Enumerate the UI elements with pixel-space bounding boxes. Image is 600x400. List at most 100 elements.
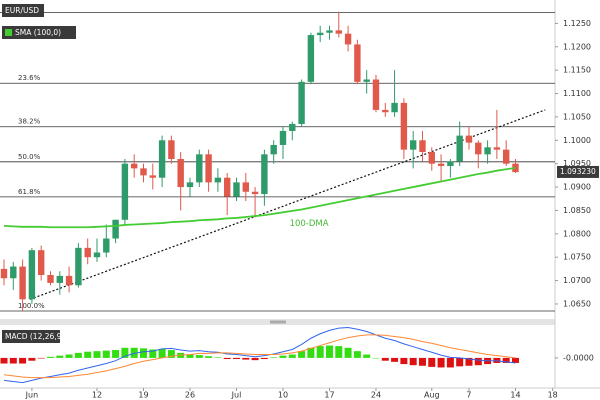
sma-line: [3, 166, 516, 229]
candle-body: [447, 161, 454, 167]
candle-body: [168, 140, 175, 159]
candle-body: [363, 79, 370, 82]
histogram-bar: [260, 357, 268, 360]
histogram-bar: [409, 357, 417, 366]
candle-body: [93, 252, 101, 258]
histogram-bar: [363, 354, 371, 358]
histogram-bar: [446, 357, 454, 368]
last-price-label: 1.093230: [560, 167, 596, 176]
histogram-bar: [19, 357, 27, 364]
x-tick-label: Aug: [424, 391, 440, 400]
x-tick-label: 19: [138, 391, 148, 400]
y-tick-label: 1.1250: [563, 19, 591, 28]
candle-body: [158, 140, 166, 178]
y-tick-label: 1.1100: [563, 89, 591, 98]
candle-body: [335, 30, 342, 34]
candle-body: [56, 275, 63, 283]
y-tick-label: 1.1050: [563, 112, 591, 121]
histogram-bar: [316, 346, 324, 358]
candle-body: [0, 268, 8, 279]
histogram-bar: [214, 357, 222, 358]
candle-body: [344, 33, 352, 45]
histogram-bar: [121, 347, 129, 358]
candle-body: [400, 102, 408, 150]
histogram-bar: [325, 345, 333, 358]
macd-line: [3, 334, 516, 379]
histogram-bar: [167, 350, 175, 358]
candle-body: [391, 102, 398, 113]
histogram-bar: [372, 357, 380, 359]
annotation: 100-DMA: [290, 219, 329, 229]
histogram-bar: [465, 357, 473, 366]
x-tick-label: 12: [92, 391, 102, 400]
y-tick-label: 1.0900: [563, 183, 591, 192]
legend-swatch: [5, 29, 12, 36]
histogram-bar: [139, 348, 147, 358]
y-tick-label: 1.1200: [563, 42, 591, 51]
histogram-bar: [288, 354, 296, 358]
histogram-bar: [418, 357, 426, 366]
histogram-bar: [46, 356, 54, 358]
histogram-bar: [232, 357, 240, 360]
candle-body: [205, 154, 212, 183]
candle-body: [84, 247, 91, 258]
histogram-bar: [344, 347, 352, 358]
x-tick-label: Jul: [231, 391, 242, 400]
last-price-box: [557, 165, 599, 178]
candle-body: [214, 177, 222, 183]
histogram-bar: [84, 351, 92, 358]
histogram-bar: [74, 352, 82, 358]
fib-label: 38.2%: [18, 118, 41, 126]
candle-body: [289, 123, 296, 131]
candle-body: [326, 30, 333, 33]
candle-body: [372, 79, 380, 110]
candle-body: [186, 182, 194, 188]
y-tick-label: 1.0650: [563, 299, 591, 308]
candle-body: [465, 135, 473, 143]
candle-body: [37, 250, 45, 275]
legend-label: SMA (100,0): [15, 28, 61, 37]
candle-body: [10, 266, 17, 279]
histogram-bar: [437, 357, 445, 368]
histogram-bar: [474, 357, 482, 366]
fib-label: 50.0%: [18, 153, 41, 161]
candle-body: [428, 151, 435, 164]
candle-body: [456, 135, 463, 162]
candle-body: [261, 154, 268, 195]
histogram-bar: [391, 357, 399, 362]
candle-body: [47, 274, 54, 283]
histogram-bar: [251, 357, 259, 361]
pane-handle[interactable]: [270, 320, 286, 324]
candle-body: [298, 81, 305, 124]
candle-body: [409, 140, 417, 150]
candle-body: [75, 247, 82, 286]
candle-body: [502, 149, 510, 164]
histogram-bar: [353, 351, 361, 358]
histogram-bar: [28, 357, 36, 361]
candle-body: [437, 163, 445, 167]
candle-body: [242, 182, 249, 192]
histogram-bar: [195, 355, 203, 358]
candle-body: [493, 147, 501, 150]
histogram-bar: [205, 356, 213, 358]
fib-label: 23.6%: [18, 74, 41, 82]
histogram-bar: [279, 355, 287, 358]
candle-body: [103, 238, 110, 253]
candle-body: [475, 142, 482, 155]
y-tick-label: 1.1000: [563, 136, 591, 145]
y-tick-label: 1.0750: [563, 253, 591, 262]
histogram-bar: [65, 354, 73, 358]
candle-body: [270, 144, 277, 155]
histogram-bar: [37, 357, 45, 359]
candle-body: [419, 140, 426, 152]
histogram-bar: [298, 351, 306, 358]
histogram-bar: [149, 349, 157, 358]
fib-label: 100.0%: [18, 302, 45, 310]
y-tick-label: 1.0800: [563, 229, 591, 238]
histogram-bar: [102, 350, 110, 358]
x-tick-label: 10: [278, 391, 288, 400]
histogram-bar: [270, 357, 278, 358]
candle-body: [382, 109, 389, 113]
chart-title: MACD (12,26,9): [5, 332, 64, 341]
